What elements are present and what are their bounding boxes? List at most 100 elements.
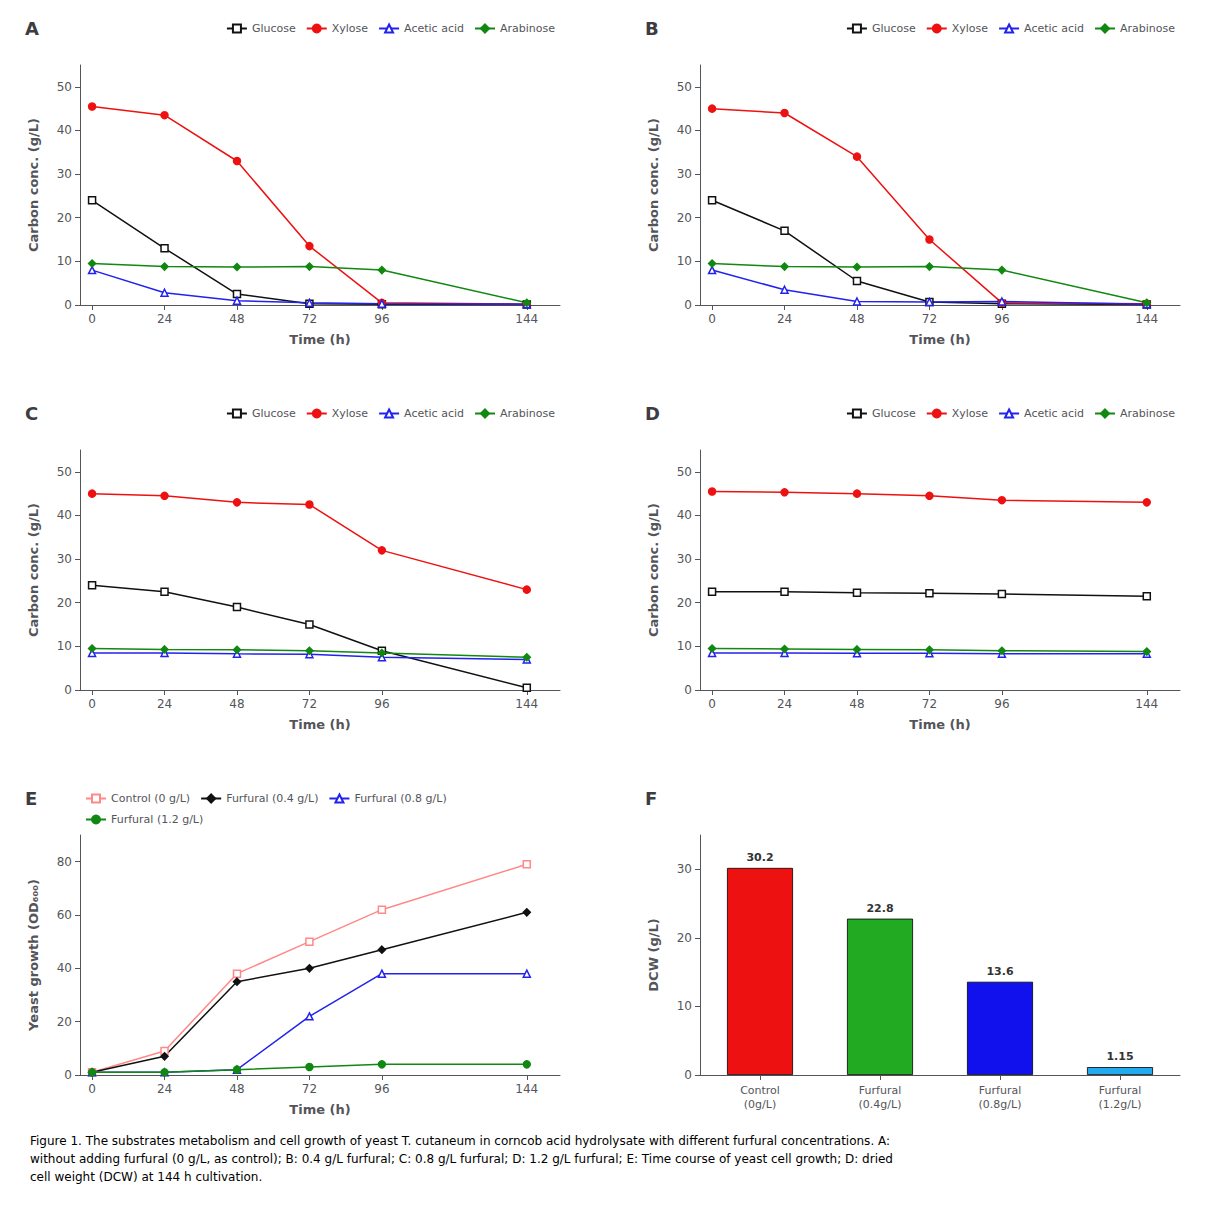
svg-text:144: 144 — [515, 697, 538, 711]
svg-text:Carbon conc. (g/L): Carbon conc. (g/L) — [26, 118, 41, 252]
svg-text:144: 144 — [1135, 697, 1158, 711]
svg-text:A: A — [25, 18, 39, 39]
svg-text:72: 72 — [302, 697, 317, 711]
svg-text:Furfural (0.8 g/L): Furfural (0.8 g/L) — [354, 792, 446, 805]
svg-text:0: 0 — [64, 683, 72, 697]
svg-text:Furfural (1.2 g/L): Furfural (1.2 g/L) — [111, 813, 203, 826]
svg-text:without adding furfural (0 g/L: without adding furfural (0 g/L, as contr… — [30, 1152, 893, 1166]
svg-text:Xylose: Xylose — [332, 22, 369, 35]
svg-text:10: 10 — [57, 254, 72, 268]
svg-text:48: 48 — [229, 1082, 244, 1096]
svg-text:24: 24 — [157, 312, 172, 326]
svg-text:0: 0 — [64, 298, 72, 312]
svg-text:60: 60 — [57, 908, 72, 922]
svg-text:72: 72 — [922, 312, 937, 326]
svg-text:cell weight (DCW) at 144 h cul: cell weight (DCW) at 144 h cultivation. — [30, 1170, 262, 1184]
svg-text:Figure 1. The substrates metab: Figure 1. The substrates metabolism and … — [30, 1134, 890, 1148]
svg-text:(1.2g/L): (1.2g/L) — [1099, 1098, 1142, 1111]
svg-text:Furfural: Furfural — [859, 1084, 901, 1097]
svg-text:30: 30 — [57, 552, 72, 566]
svg-text:Carbon conc. (g/L): Carbon conc. (g/L) — [646, 503, 661, 637]
svg-text:72: 72 — [922, 697, 937, 711]
svg-text:Furfural (0.4 g/L): Furfural (0.4 g/L) — [226, 792, 318, 805]
svg-text:144: 144 — [515, 312, 538, 326]
svg-text:Carbon conc. (g/L): Carbon conc. (g/L) — [646, 118, 661, 252]
svg-text:Furfural: Furfural — [979, 1084, 1021, 1097]
svg-text:96: 96 — [374, 697, 389, 711]
svg-text:20: 20 — [677, 596, 692, 610]
svg-text:40: 40 — [677, 508, 692, 522]
svg-text:10: 10 — [57, 639, 72, 653]
svg-text:24: 24 — [157, 697, 172, 711]
svg-text:24: 24 — [777, 312, 792, 326]
svg-text:0: 0 — [684, 683, 692, 697]
svg-text:30: 30 — [57, 167, 72, 181]
svg-text:DCW (g/L): DCW (g/L) — [646, 918, 661, 991]
svg-text:48: 48 — [229, 312, 244, 326]
svg-text:50: 50 — [57, 80, 72, 94]
svg-text:Time (h): Time (h) — [289, 1102, 350, 1117]
svg-text:Xylose: Xylose — [952, 407, 989, 420]
svg-text:Control (0 g/L): Control (0 g/L) — [111, 792, 190, 805]
svg-text:10: 10 — [677, 999, 692, 1013]
svg-text:20: 20 — [57, 1015, 72, 1029]
svg-text:Glucose: Glucose — [872, 407, 916, 420]
svg-text:Arabinose: Arabinose — [500, 407, 555, 420]
svg-text:50: 50 — [57, 465, 72, 479]
svg-text:96: 96 — [994, 697, 1009, 711]
svg-text:80: 80 — [57, 855, 72, 869]
svg-text:13.6: 13.6 — [986, 965, 1013, 978]
svg-text:72: 72 — [302, 312, 317, 326]
svg-text:96: 96 — [994, 312, 1009, 326]
svg-text:C: C — [25, 403, 38, 424]
svg-text:Carbon conc. (g/L): Carbon conc. (g/L) — [26, 503, 41, 637]
svg-text:0: 0 — [64, 1068, 72, 1082]
svg-text:40: 40 — [57, 961, 72, 975]
svg-text:30: 30 — [677, 552, 692, 566]
svg-text:0: 0 — [708, 312, 716, 326]
svg-text:Yeast growth (OD₆₀₀): Yeast growth (OD₆₀₀) — [26, 879, 41, 1032]
svg-text:10: 10 — [677, 639, 692, 653]
svg-text:144: 144 — [1135, 312, 1158, 326]
svg-text:0: 0 — [88, 697, 96, 711]
svg-text:96: 96 — [374, 312, 389, 326]
svg-text:Xylose: Xylose — [952, 22, 989, 35]
svg-text:Arabinose: Arabinose — [500, 22, 555, 35]
svg-text:50: 50 — [677, 80, 692, 94]
svg-text:96: 96 — [374, 1082, 389, 1096]
svg-text:Acetic acid: Acetic acid — [404, 407, 464, 420]
svg-text:50: 50 — [677, 465, 692, 479]
svg-text:Arabinose: Arabinose — [1120, 407, 1175, 420]
svg-text:20: 20 — [677, 931, 692, 945]
svg-text:Arabinose: Arabinose — [1120, 22, 1175, 35]
svg-text:F: F — [645, 788, 657, 809]
svg-text:30: 30 — [677, 167, 692, 181]
svg-text:Acetic acid: Acetic acid — [1024, 22, 1084, 35]
svg-text:Time (h): Time (h) — [909, 332, 970, 347]
svg-text:Acetic acid: Acetic acid — [404, 22, 464, 35]
svg-text:0: 0 — [684, 1068, 692, 1082]
svg-text:30: 30 — [677, 862, 692, 876]
svg-text:0: 0 — [88, 312, 96, 326]
svg-text:(0g/L): (0g/L) — [744, 1098, 776, 1111]
svg-text:Furfural: Furfural — [1099, 1084, 1141, 1097]
svg-text:Acetic acid: Acetic acid — [1024, 407, 1084, 420]
svg-text:144: 144 — [515, 1082, 538, 1096]
svg-text:(0.4g/L): (0.4g/L) — [859, 1098, 902, 1111]
svg-text:0: 0 — [708, 697, 716, 711]
svg-text:Xylose: Xylose — [332, 407, 369, 420]
svg-text:1.15: 1.15 — [1106, 1050, 1133, 1063]
svg-text:Time (h): Time (h) — [289, 332, 350, 347]
svg-text:20: 20 — [677, 211, 692, 225]
svg-text:E: E — [25, 788, 37, 809]
svg-text:40: 40 — [677, 123, 692, 137]
svg-text:Glucose: Glucose — [872, 22, 916, 35]
svg-text:Glucose: Glucose — [252, 407, 296, 420]
svg-text:48: 48 — [849, 697, 864, 711]
svg-text:Glucose: Glucose — [252, 22, 296, 35]
svg-text:20: 20 — [57, 211, 72, 225]
svg-text:24: 24 — [157, 1082, 172, 1096]
svg-text:20: 20 — [57, 596, 72, 610]
svg-text:72: 72 — [302, 1082, 317, 1096]
svg-text:22.8: 22.8 — [866, 902, 893, 915]
